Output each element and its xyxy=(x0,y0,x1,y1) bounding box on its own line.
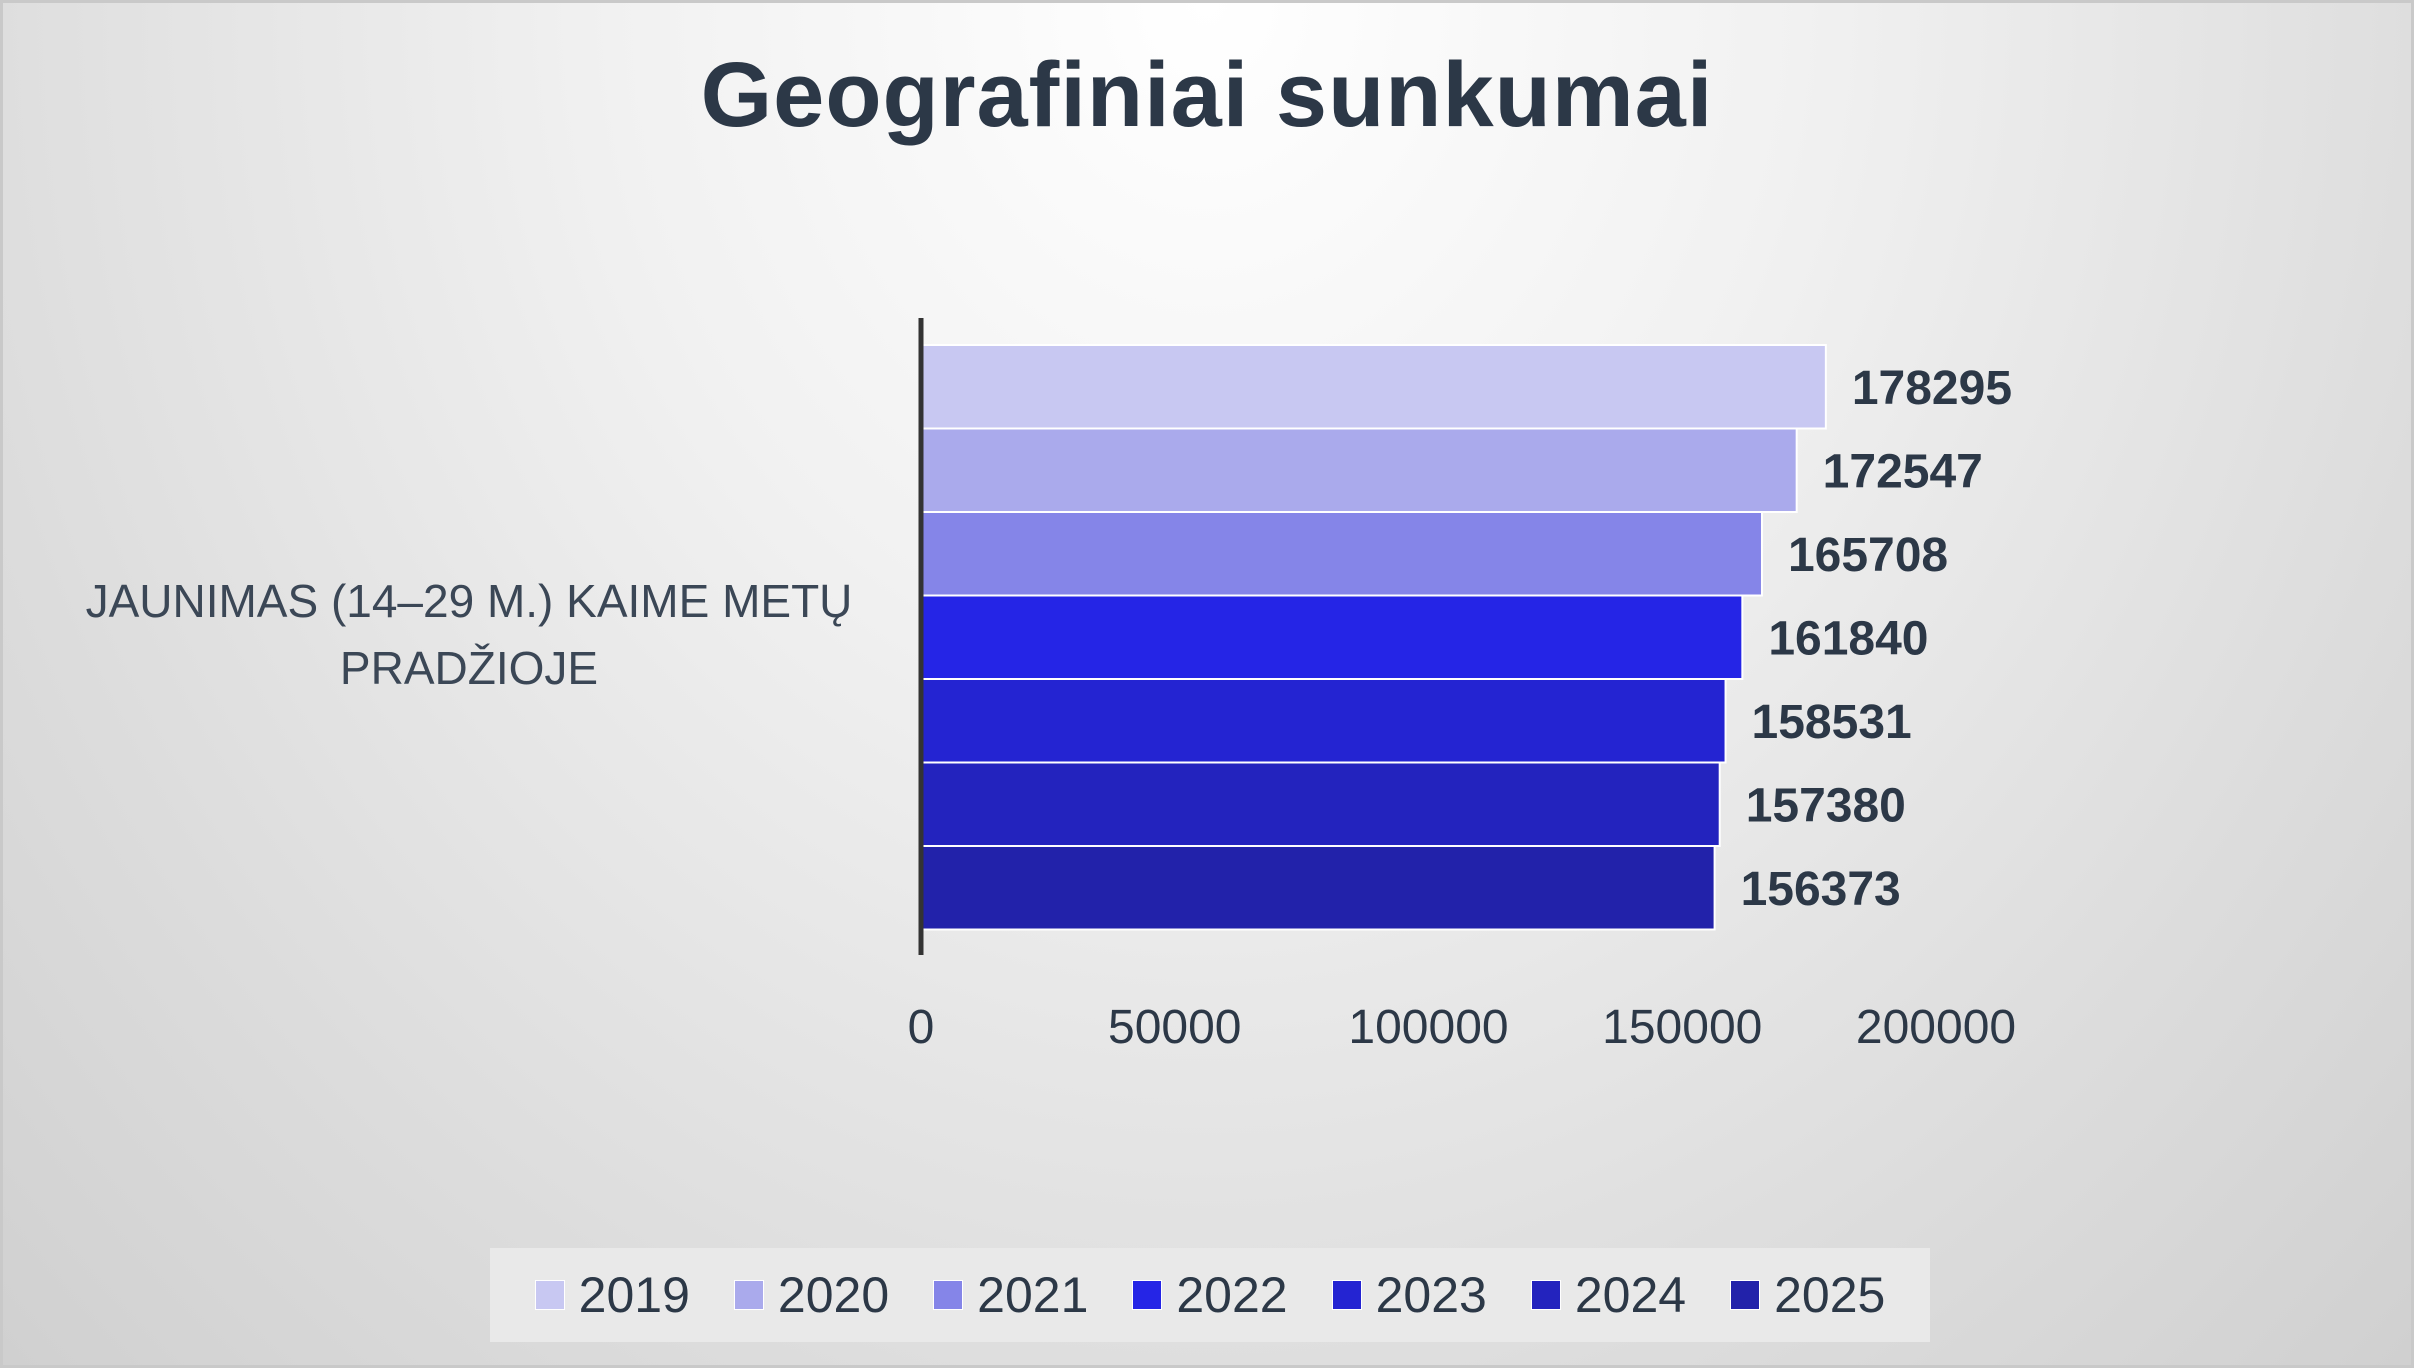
legend-label: 2024 xyxy=(1574,1267,1687,1323)
legend-label: 2021 xyxy=(977,1267,1089,1323)
legend-swatch xyxy=(1331,1280,1362,1310)
data-label-2023: 158531 xyxy=(1752,696,1912,749)
legend-label: 2022 xyxy=(1176,1267,1288,1323)
x-tick-label: 0 xyxy=(908,1001,935,1054)
legend-label: 2020 xyxy=(777,1267,890,1323)
legend-swatch xyxy=(1530,1280,1561,1310)
x-tick-label: 50000 xyxy=(1108,1001,1241,1054)
legend-item-2022: 2022 xyxy=(1132,1266,1288,1324)
legend-swatch xyxy=(1132,1280,1163,1310)
legend-label: 2019 xyxy=(578,1267,690,1323)
chart-legend: 2019 2020 2021 2022 2023 2024 2025 xyxy=(490,1248,1930,1342)
data-label-2021: 165708 xyxy=(1788,529,1948,582)
data-label-2019: 178295 xyxy=(1852,362,2012,415)
bar-2021 xyxy=(920,511,1763,597)
legend-label: 2025 xyxy=(1774,1267,1886,1323)
legend-swatch xyxy=(933,1280,964,1310)
x-tick-label: 200000 xyxy=(1856,1001,2016,1054)
legend-label: 2023 xyxy=(1375,1267,1487,1323)
bar-2025 xyxy=(920,845,1716,931)
bar-2019 xyxy=(920,344,1827,430)
data-label-2022: 161840 xyxy=(1768,612,1928,665)
data-label-2025: 156373 xyxy=(1741,863,1901,916)
legend-item-2021: 2021 xyxy=(933,1266,1088,1324)
x-tick-label: 100000 xyxy=(1348,1001,1508,1054)
category-label: JAUNIMAS (14–29 M.) KAIME METŲ PRADŽIOJE xyxy=(86,575,853,694)
x-tick-label: 150000 xyxy=(1602,1001,1762,1054)
legend-item-2025: 2025 xyxy=(1730,1266,1885,1324)
bar-2023 xyxy=(920,678,1727,764)
legend-item-2020: 2020 xyxy=(733,1266,890,1324)
bar-2020 xyxy=(920,427,1798,513)
legend-item-2023: 2023 xyxy=(1331,1266,1487,1324)
chart-title: Geografiniai sunkumai xyxy=(700,44,1714,146)
bar-2022 xyxy=(920,594,1744,680)
bar-2024 xyxy=(920,761,1721,847)
legend-swatch xyxy=(733,1280,764,1310)
chart-plot: 178295 172547 165708 161840 158531 157380 1563… xyxy=(86,318,2016,1054)
legend-swatch xyxy=(1730,1280,1761,1310)
data-label-2020: 172547 xyxy=(1823,445,1983,498)
data-label-2024: 157380 xyxy=(1746,779,1906,832)
legend-item-2019: 2019 xyxy=(534,1266,690,1324)
legend-swatch xyxy=(534,1280,565,1310)
legend-item-2024: 2024 xyxy=(1530,1266,1687,1324)
